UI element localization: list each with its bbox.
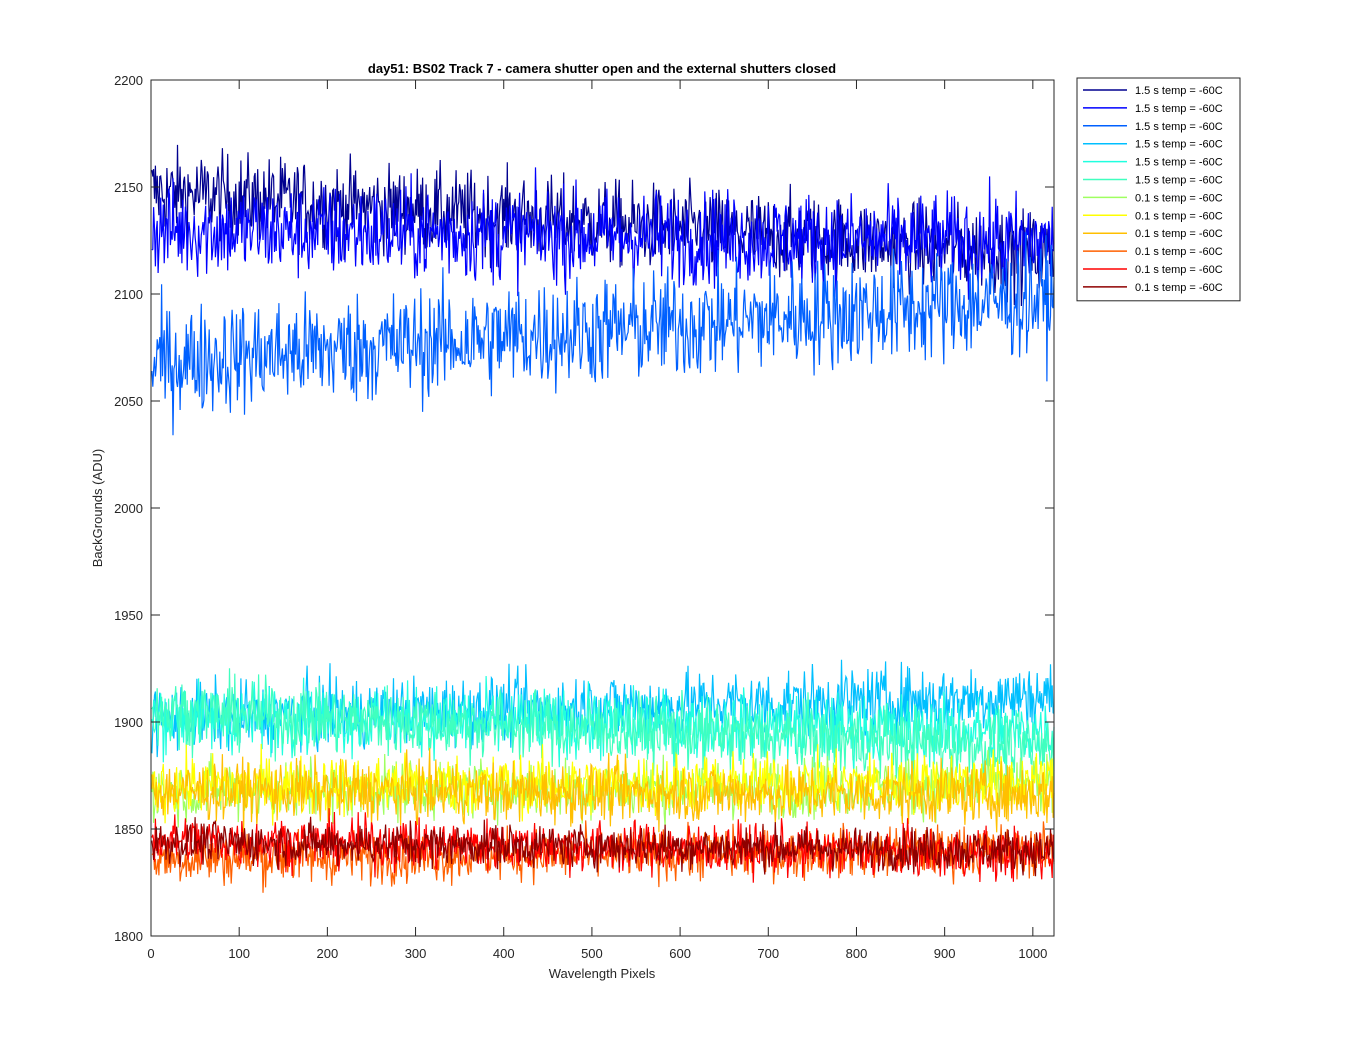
legend-entry: 1.5 s temp = -60C xyxy=(1135,139,1223,151)
x-axis-label: Wavelength Pixels xyxy=(549,966,656,981)
x-tick-label: 800 xyxy=(846,946,868,961)
x-tick-label: 100 xyxy=(228,946,250,961)
x-tick-label: 700 xyxy=(757,946,779,961)
legend-entry: 0.1 s temp = -60C xyxy=(1135,210,1223,222)
y-tick-label: 1950 xyxy=(114,608,143,623)
legend-entry: 0.1 s temp = -60C xyxy=(1135,246,1223,258)
legend-entry: 1.5 s temp = -60C xyxy=(1135,175,1223,187)
legend-entry: 1.5 s temp = -60C xyxy=(1135,103,1223,115)
legend-entry: 0.1 s temp = -60C xyxy=(1135,228,1223,240)
x-tick-label: 600 xyxy=(669,946,691,961)
x-tick-label: 200 xyxy=(317,946,339,961)
x-tick-label: 500 xyxy=(581,946,603,961)
legend-entry: 0.1 s temp = -60C xyxy=(1135,264,1223,276)
series-line-4 xyxy=(151,659,1055,758)
y-axis-label: BackGrounds (ADU) xyxy=(90,449,105,567)
series-line-2 xyxy=(151,167,1055,300)
y-tick-label: 2050 xyxy=(114,394,143,409)
x-tick-label: 300 xyxy=(405,946,427,961)
chart-title: day51: BS02 Track 7 - camera shutter ope… xyxy=(368,61,836,76)
series-line-9 xyxy=(151,747,1055,836)
series-line-6 xyxy=(151,668,1055,785)
legend-entry: 1.5 s temp = -60C xyxy=(1135,121,1223,133)
legend-entry: 0.1 s temp = -60C xyxy=(1135,192,1223,204)
legend-entry: 1.5 s temp = -60C xyxy=(1135,85,1223,97)
legend: 1.5 s temp = -60C 1.5 s temp = -60C 1.5 s … xyxy=(1076,77,1241,302)
x-tick-label: 400 xyxy=(493,946,515,961)
legend-box xyxy=(1076,77,1241,302)
y-tick-label: 2000 xyxy=(114,501,143,516)
y-tick-label: 2150 xyxy=(114,180,143,195)
y-axis: 1800 1850 1900 1950 2000 2050 2100 2150 2200 xyxy=(114,73,1054,944)
series-line-12 xyxy=(151,816,1055,877)
x-tick-label: 1000 xyxy=(1018,946,1047,961)
series-line-3 xyxy=(151,232,1055,436)
y-tick-label: 2200 xyxy=(114,73,143,88)
x-axis: 0 100 200 300 400 500 600 700 800 900 1000 xyxy=(147,80,1047,961)
x-tick-label: 900 xyxy=(934,946,956,961)
legend-entry: 1.5 s temp = -60C xyxy=(1135,157,1223,169)
y-tick-label: 1850 xyxy=(114,822,143,837)
plot-lines xyxy=(151,144,1055,893)
y-tick-label: 1800 xyxy=(114,929,143,944)
y-tick-label: 1900 xyxy=(114,715,143,730)
legend-entry: 0.1 s temp = -60C xyxy=(1135,282,1223,294)
x-tick-label: 0 xyxy=(147,946,154,961)
y-tick-label: 2100 xyxy=(114,287,143,302)
